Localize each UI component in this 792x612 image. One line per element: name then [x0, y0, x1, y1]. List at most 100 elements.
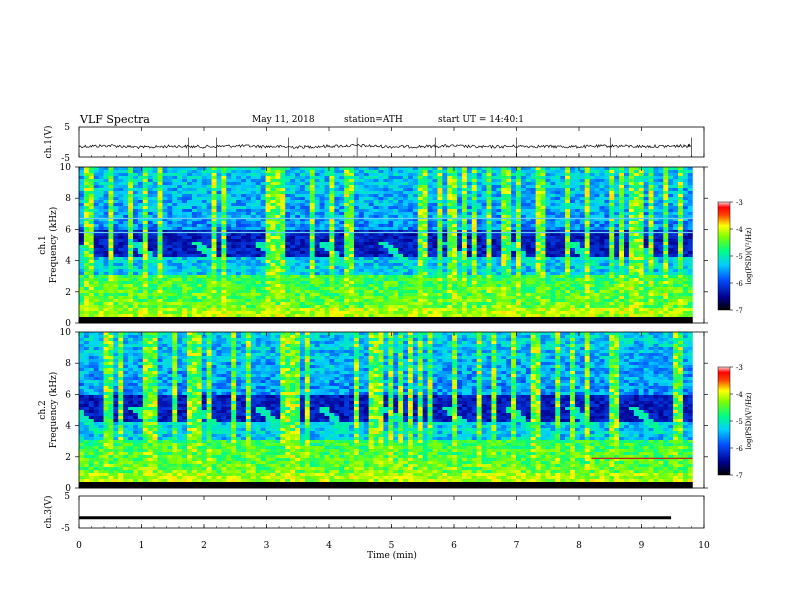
ch1-spectrogram-cell [241, 203, 247, 207]
ch1-spectrogram-cell [231, 194, 237, 198]
ch1-spectrogram-cell [231, 212, 237, 216]
ch1-spectrogram-cell [329, 296, 335, 300]
ch1-spectrogram-cell [162, 206, 168, 210]
ch1-spectrogram-cell [177, 188, 183, 192]
ch1-spectrogram-cell [461, 185, 468, 189]
ch1-spectrogram-cell [545, 167, 551, 171]
ch1-spectrogram-cell [417, 212, 424, 216]
ch1-spectrogram-cell [344, 263, 350, 267]
ch1-spectrogram-cell [344, 284, 350, 288]
ch1-spectrogram-cell [250, 242, 257, 246]
ch1-spectrogram-cell [452, 251, 458, 255]
ch1-spectrogram-cell [530, 230, 537, 234]
ch1-spectrogram-cell [108, 284, 114, 288]
ch1-spectrogram-cell [486, 305, 492, 309]
ch1-spectrogram-cell [501, 185, 507, 189]
ch1-spectrogram-cell [403, 266, 409, 270]
ch1-spectrogram-cell [368, 263, 374, 267]
ch1-spectrogram-cell [466, 281, 473, 285]
ch1-spectrogram-cell [447, 215, 453, 219]
ch1-spectrogram-cell [123, 221, 129, 225]
ch1-spectrogram-cell [113, 215, 119, 219]
ch1-spectrogram-cell [98, 197, 104, 201]
ch1-spectrogram-cell [530, 173, 537, 177]
ch1-spectrogram-cell [432, 176, 438, 180]
ch1-spectrogram-cell [486, 302, 492, 306]
ch1-spectrogram-cell [260, 266, 266, 270]
ch1-spectrogram-cell [520, 239, 527, 243]
ch1-spectrogram-cell [442, 272, 448, 276]
ch1-spectrogram-cell [353, 221, 360, 225]
ch1-spectrogram-cell [466, 305, 473, 309]
ch1-spectrogram-cell [393, 179, 399, 183]
ch1-spectrogram-cell [437, 203, 443, 207]
ch1-spectrogram-cell [250, 188, 257, 192]
ch1-spectrogram-cell [334, 302, 340, 306]
ch1-spectrogram-cell [250, 191, 257, 195]
ch1-spectrogram-cell [515, 227, 522, 231]
ch1-spectrogram-cell [466, 182, 473, 186]
ch1-spectrogram-cell [349, 170, 355, 174]
ch1-spectrogram-cell [162, 281, 168, 285]
ch1-spectrogram-cell [506, 290, 512, 294]
ch1-spectrogram-cell [457, 218, 463, 222]
ch1-spectrogram-cell [152, 308, 158, 312]
ch1-spectrogram-cell [152, 248, 158, 252]
ch1-spectrogram-cell [515, 224, 522, 228]
ch1-spectrogram-cell [398, 245, 404, 249]
ch1-spectrogram-cell [260, 305, 266, 309]
ch1-spectrogram-cell [88, 251, 95, 255]
ch1-spectrogram-cell [157, 260, 163, 264]
ch1-spectrogram-cell [93, 293, 100, 297]
ch1-spectrogram-cell [241, 275, 247, 279]
ch1-spectrogram-cell [260, 227, 266, 231]
ch1-spectrogram-cell [486, 266, 492, 270]
ch1-spectrogram-cell [545, 272, 551, 276]
ch1-spectrogram-cell [515, 287, 522, 291]
ch1-spectrogram-cell [329, 233, 335, 237]
ch1-spectrogram-cell [353, 233, 360, 237]
ch1-spectrogram-cell [442, 200, 448, 204]
ch1-spectrogram-cell [461, 194, 468, 198]
ch1-spectrogram-cell [378, 185, 384, 189]
ch1-spectrogram-cell [373, 290, 379, 294]
ch1-spectrogram-cell [525, 290, 532, 294]
ch1-spectrogram-cell [299, 257, 306, 261]
ch1-spectrogram-cell [103, 236, 109, 240]
ch1-spectrogram-cell [299, 290, 306, 294]
ch1-spectrogram-cell [79, 308, 85, 312]
ch1-spectrogram-cell [236, 182, 242, 186]
ch1-spectrogram-cell [471, 281, 478, 285]
ch1-spectrogram-cell [260, 224, 266, 228]
ch1-spectrogram-cell [486, 254, 492, 258]
ch1-spectrogram-cell [422, 248, 429, 252]
ch1-spectrogram-cell [191, 191, 198, 195]
ch1-spectrogram-cell [403, 200, 409, 204]
ch1-spectrogram-cell [496, 188, 502, 192]
ch1-spectrogram-cell [461, 206, 468, 210]
ch1-spectrogram-cell [427, 296, 433, 300]
ch1-spectrogram-cell [339, 263, 345, 267]
ch1-spectrogram-cell [172, 272, 178, 276]
ch1-spectrogram-cell [398, 290, 404, 294]
ch1-spectrogram-cell [157, 188, 163, 192]
ch1-spectrogram-cell [128, 191, 134, 195]
ch1-spectrogram-cell [461, 245, 468, 249]
ch1-spectrogram-cell [511, 275, 517, 279]
ch1-spectrogram-cell [285, 191, 291, 195]
ch1-spectrogram-cell [520, 212, 527, 216]
ch1-spectrogram-cell [182, 290, 188, 294]
ch1-spectrogram-cell [393, 278, 399, 282]
ch1-spectrogram-cell [437, 251, 443, 255]
ch1-spectrogram-cell [309, 269, 316, 273]
ch1-spectrogram-cell [275, 185, 281, 189]
ch1-spectrogram-cell [520, 269, 527, 273]
ch1-spectrogram-cell [295, 236, 301, 240]
ch1-spectrogram-cell [314, 167, 320, 171]
ch1-spectrogram-cell [250, 266, 257, 270]
ch1-spectrogram-cell [412, 251, 419, 255]
ch1-spectrogram-cell [511, 269, 517, 273]
ch1-spectrogram-cell [98, 194, 104, 198]
ch1-spectrogram-cell [452, 203, 458, 207]
ch1-spectrogram-cell [295, 281, 301, 285]
